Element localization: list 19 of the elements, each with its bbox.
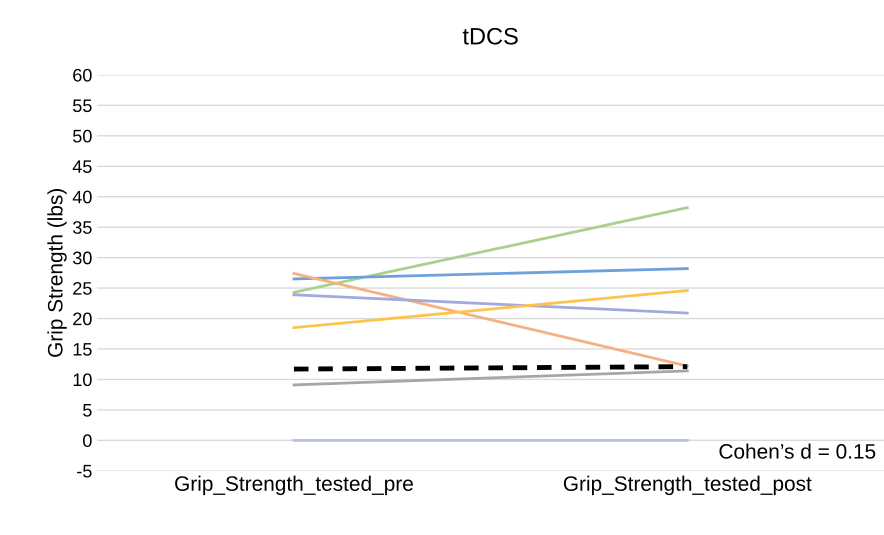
y-tick-label: 25 bbox=[73, 282, 92, 295]
y-tick-label: 35 bbox=[72, 221, 92, 234]
x-tick-label: Grip_Strength_tested_post bbox=[564, 476, 812, 496]
x-tick-label: Grip_Strength_tested_pre bbox=[175, 476, 413, 496]
y-tick-label: 20 bbox=[73, 312, 92, 326]
y-tick-label: 45 bbox=[72, 160, 92, 173]
y-axis-title: Grip Strength (lbs) bbox=[47, 189, 67, 357]
y-tick-label: -5 bbox=[77, 464, 92, 478]
annotation: Cohen’s d = 0.15 bbox=[719, 443, 876, 459]
y-tick-label: 55 bbox=[73, 99, 92, 112]
y-tick-label: 5 bbox=[83, 404, 92, 417]
y-tick-label: 0 bbox=[83, 434, 92, 448]
y-tick-label: 10 bbox=[74, 373, 92, 386]
y-tick-label: 15 bbox=[74, 343, 92, 356]
y-tick-label: 60 bbox=[73, 68, 92, 82]
y-tick-label: 40 bbox=[72, 190, 92, 204]
y-tick-label: 50 bbox=[73, 130, 92, 143]
chart-title: tDCS bbox=[462, 28, 518, 45]
y-tick-label: 30 bbox=[72, 252, 92, 264]
